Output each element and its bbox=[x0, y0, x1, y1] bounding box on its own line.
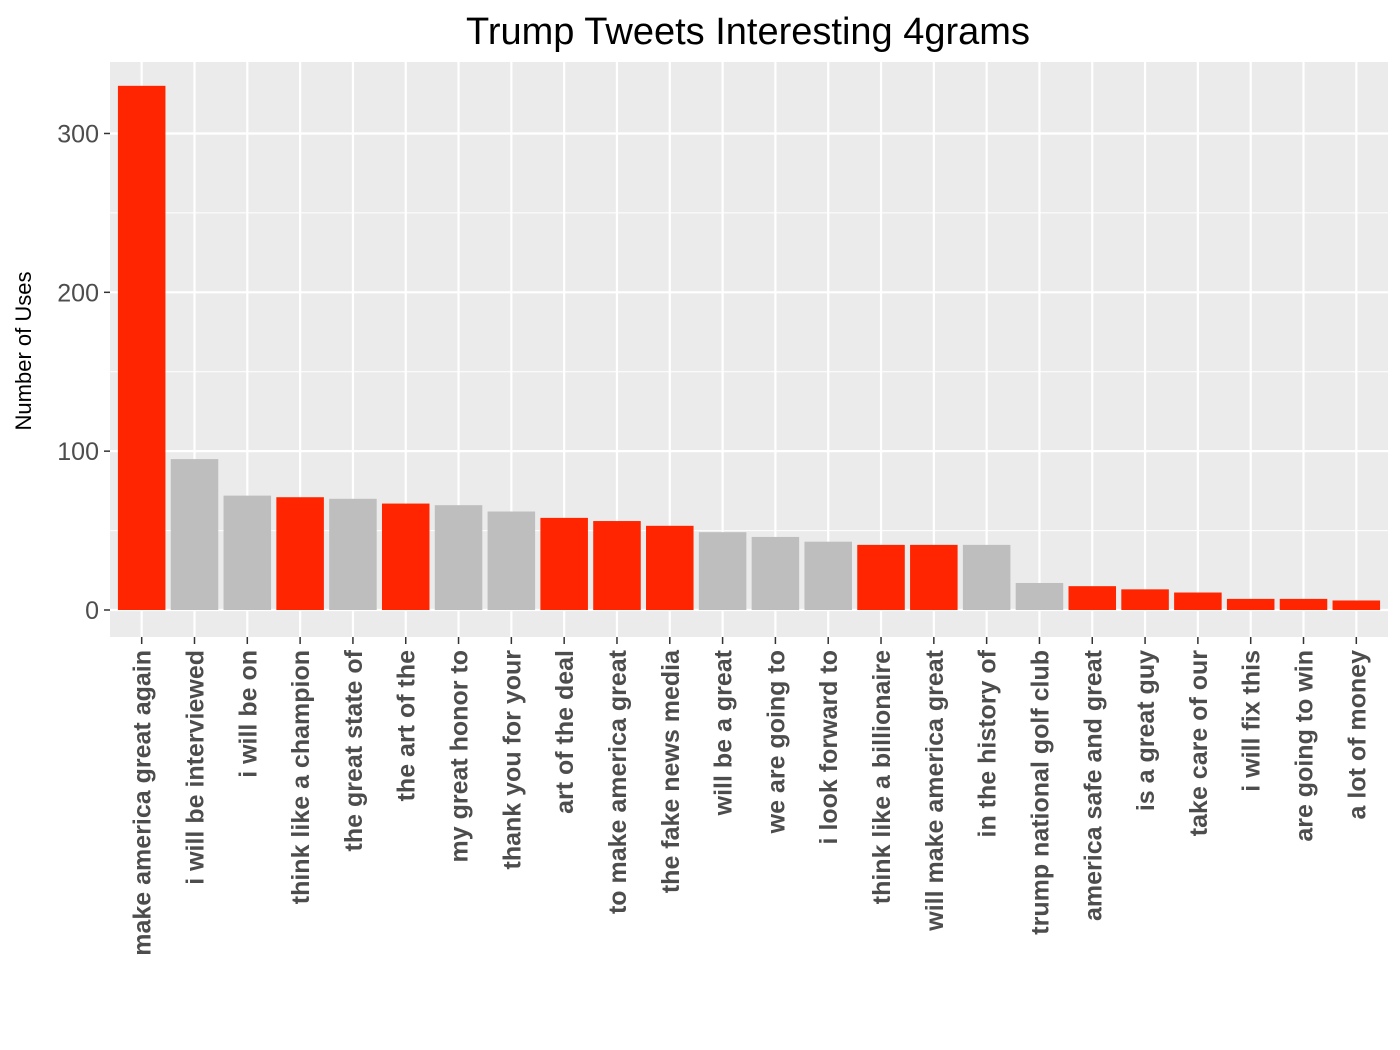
bar-5 bbox=[329, 498, 377, 610]
x-tick-label: take care of our bbox=[1185, 650, 1213, 836]
x-tick-label: thank you for your bbox=[498, 650, 526, 870]
chart-title: Trump Tweets Interesting 4grams bbox=[466, 11, 1030, 53]
bar-24 bbox=[1332, 600, 1381, 610]
x-tick-label: make america great again bbox=[129, 650, 157, 956]
x-tick-label: think like a billionaire bbox=[868, 650, 896, 904]
bar-21 bbox=[1174, 592, 1222, 610]
bars bbox=[117, 85, 1381, 610]
x-tick-label: will make america great bbox=[921, 649, 949, 931]
y-tick-label: 300 bbox=[57, 120, 99, 148]
x-axis: make america great again i will be interv… bbox=[129, 637, 1371, 956]
x-tick-label: think like a champion bbox=[287, 650, 315, 904]
bar-7 bbox=[434, 505, 483, 610]
bar-12 bbox=[698, 532, 747, 610]
y-tick-label: 100 bbox=[57, 438, 99, 466]
x-tick-label: i will fix this bbox=[1238, 650, 1266, 792]
x-tick-label: i look forward to bbox=[815, 650, 843, 844]
y-axis-title: Number of Uses bbox=[11, 272, 36, 431]
x-tick-label: in the history of bbox=[974, 649, 1002, 837]
bar-6 bbox=[381, 503, 430, 610]
bar-23 bbox=[1279, 598, 1328, 610]
bar-17 bbox=[962, 544, 1011, 610]
bar-15 bbox=[857, 544, 905, 610]
bar-16 bbox=[910, 544, 958, 610]
bar-22 bbox=[1226, 598, 1275, 610]
bar-9 bbox=[540, 517, 588, 610]
bar-2 bbox=[170, 459, 219, 610]
bar-4 bbox=[276, 497, 324, 610]
bar-20 bbox=[1121, 589, 1169, 610]
bar-10 bbox=[593, 521, 641, 610]
bar-14 bbox=[804, 541, 852, 610]
x-tick-label: will be a great bbox=[710, 649, 738, 816]
bar-8 bbox=[487, 511, 536, 610]
y-tick-label: 0 bbox=[85, 597, 99, 625]
x-tick-label: the great state of bbox=[340, 649, 368, 851]
x-tick-label: america safe and great bbox=[1079, 649, 1107, 921]
bar-1 bbox=[117, 85, 166, 610]
x-tick-label: is a great guy bbox=[1132, 650, 1160, 811]
x-tick-label: the fake news media bbox=[657, 649, 685, 893]
x-tick-label: are going to win bbox=[1291, 650, 1319, 842]
y-axis: 0 100 200 300 bbox=[57, 120, 110, 625]
x-tick-label: trump national golf club bbox=[1026, 650, 1054, 935]
x-tick-label: we are going to bbox=[762, 650, 790, 834]
x-tick-label: my great honor to bbox=[446, 650, 474, 863]
x-tick-label: i will be on bbox=[234, 650, 262, 778]
x-tick-label: to make america great bbox=[604, 649, 632, 914]
x-tick-label: art of the deal bbox=[551, 650, 579, 814]
x-tick-label: the art of the bbox=[393, 650, 421, 801]
bar-19 bbox=[1068, 586, 1117, 610]
bar-18 bbox=[1015, 582, 1064, 610]
x-tick-label: i will be interviewed bbox=[181, 650, 209, 885]
y-tick-label: 200 bbox=[57, 279, 99, 307]
x-tick-label: a lot of money bbox=[1343, 650, 1371, 820]
bar-11 bbox=[646, 525, 694, 610]
bar-13 bbox=[751, 536, 800, 610]
bar-3 bbox=[223, 495, 272, 610]
